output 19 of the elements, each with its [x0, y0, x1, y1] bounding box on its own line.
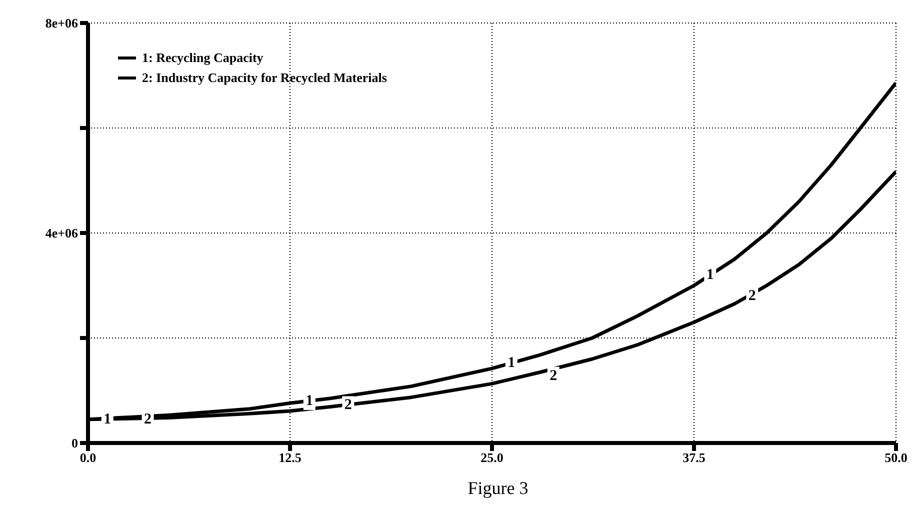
text: Figure 3: [466, 478, 530, 499]
y-tick-label: 8e+06: [45, 16, 78, 31]
x-tick-label: 0.0: [80, 450, 96, 466]
annotation: 1: [104, 411, 112, 428]
annotation: 1: [508, 355, 516, 372]
annotation: 1: [706, 267, 714, 283]
annotation: 2: [344, 397, 352, 414]
x-tick-label: 37.5: [682, 450, 706, 466]
y-tick-label: 0: [72, 436, 78, 451]
legend-label: 1: Recycling Capacity: [142, 49, 264, 67]
annotation: 2: [550, 368, 558, 384]
x-tick-label: 12.5: [278, 450, 302, 466]
legend-label: 2: Industry Capacity for Recycled Materials: [142, 69, 387, 87]
annotation: 1: [306, 393, 314, 409]
y-tick-label: 4e+06: [45, 226, 78, 241]
annotation: 2: [748, 288, 756, 304]
x-tick-label: 25.0: [480, 450, 504, 466]
x-tick-label: 50.0: [884, 450, 908, 466]
annotation: 2: [144, 411, 152, 428]
